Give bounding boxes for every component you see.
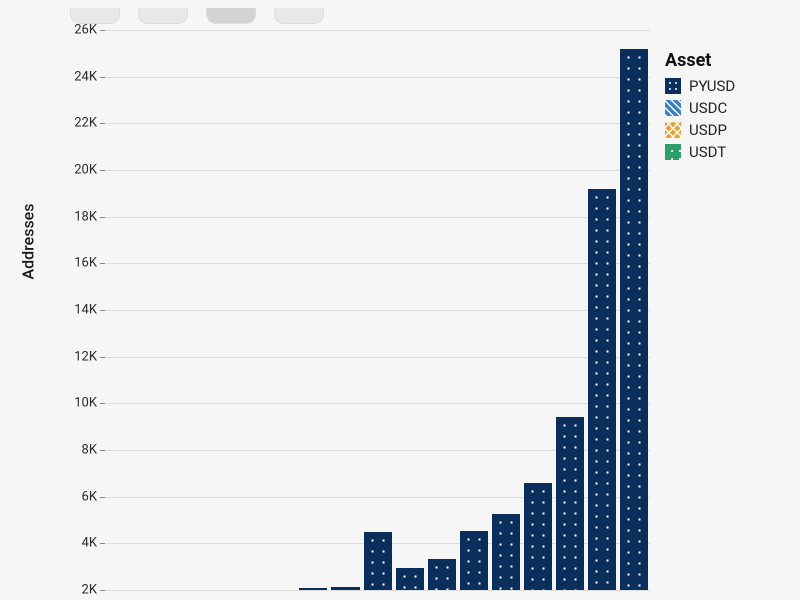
tab-row — [70, 8, 324, 24]
swatch-square-icon — [665, 144, 681, 160]
chart-container: Addresses 2K4K6K8K10K12K14K16K18K20K22K2… — [40, 30, 780, 590]
tab-pill[interactable] — [274, 8, 324, 24]
bar[interactable] — [588, 189, 616, 590]
ytick-label: 20K — [74, 163, 97, 178]
ytick-label: 6K — [82, 489, 97, 504]
bar[interactable] — [460, 531, 488, 591]
bar[interactable] — [620, 49, 648, 590]
legend-item-usdc[interactable]: USDC — [665, 99, 800, 117]
bar[interactable] — [556, 417, 584, 590]
legend-item-pyusd[interactable]: PYUSD — [665, 77, 800, 95]
tab-pill[interactable] — [138, 8, 188, 24]
ytick-label: 12K — [74, 349, 97, 364]
bar[interactable] — [364, 532, 392, 590]
ytick-label: 2K — [82, 583, 97, 598]
ytick-label: 16K — [74, 256, 97, 271]
swatch-diag-icon — [665, 100, 681, 116]
ytick-mark — [100, 590, 105, 591]
ytick-label: 10K — [74, 396, 97, 411]
bar[interactable] — [492, 514, 520, 590]
swatch-dots-icon — [665, 78, 681, 94]
tab-pill-active[interactable] — [206, 8, 256, 24]
legend-label: USDC — [689, 99, 727, 117]
legend-item-usdt[interactable]: USDT — [665, 143, 800, 161]
bar[interactable] — [428, 559, 456, 591]
bar[interactable] — [331, 587, 359, 591]
bar[interactable] — [299, 588, 327, 590]
ytick-label: 26K — [74, 23, 97, 38]
swatch-cross-icon — [665, 122, 681, 138]
legend: Asset PYUSD USDC USDP USDT — [665, 50, 800, 165]
ytick-label: 22K — [74, 116, 97, 131]
bar[interactable] — [396, 568, 424, 590]
bar[interactable] — [524, 483, 552, 590]
bar-series — [105, 30, 650, 590]
ytick-label: 24K — [74, 69, 97, 84]
legend-label: USDT — [689, 143, 726, 161]
legend-label: PYUSD — [689, 77, 735, 95]
ytick-label: 8K — [82, 443, 97, 458]
y-axis-label: Addresses — [19, 204, 38, 280]
ytick-label: 4K — [82, 536, 97, 551]
ytick-label: 18K — [74, 209, 97, 224]
ytick-label: 14K — [74, 303, 97, 318]
legend-label: USDP — [689, 121, 727, 139]
gridline — [105, 590, 650, 591]
legend-item-usdp[interactable]: USDP — [665, 121, 800, 139]
legend-title: Asset — [665, 50, 800, 71]
plot-area: 2K4K6K8K10K12K14K16K18K20K22K24K26K — [105, 30, 650, 590]
